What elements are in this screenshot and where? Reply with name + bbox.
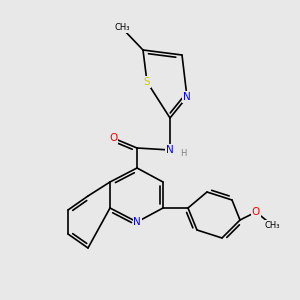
Text: S: S xyxy=(144,77,150,87)
Text: N: N xyxy=(133,217,141,227)
Text: CH₃: CH₃ xyxy=(264,220,280,230)
Text: O: O xyxy=(109,133,117,143)
Text: O: O xyxy=(252,207,260,217)
Text: N: N xyxy=(166,145,174,155)
Text: H: H xyxy=(181,149,187,158)
Text: N: N xyxy=(183,92,191,102)
Text: CH₃: CH₃ xyxy=(114,23,130,32)
